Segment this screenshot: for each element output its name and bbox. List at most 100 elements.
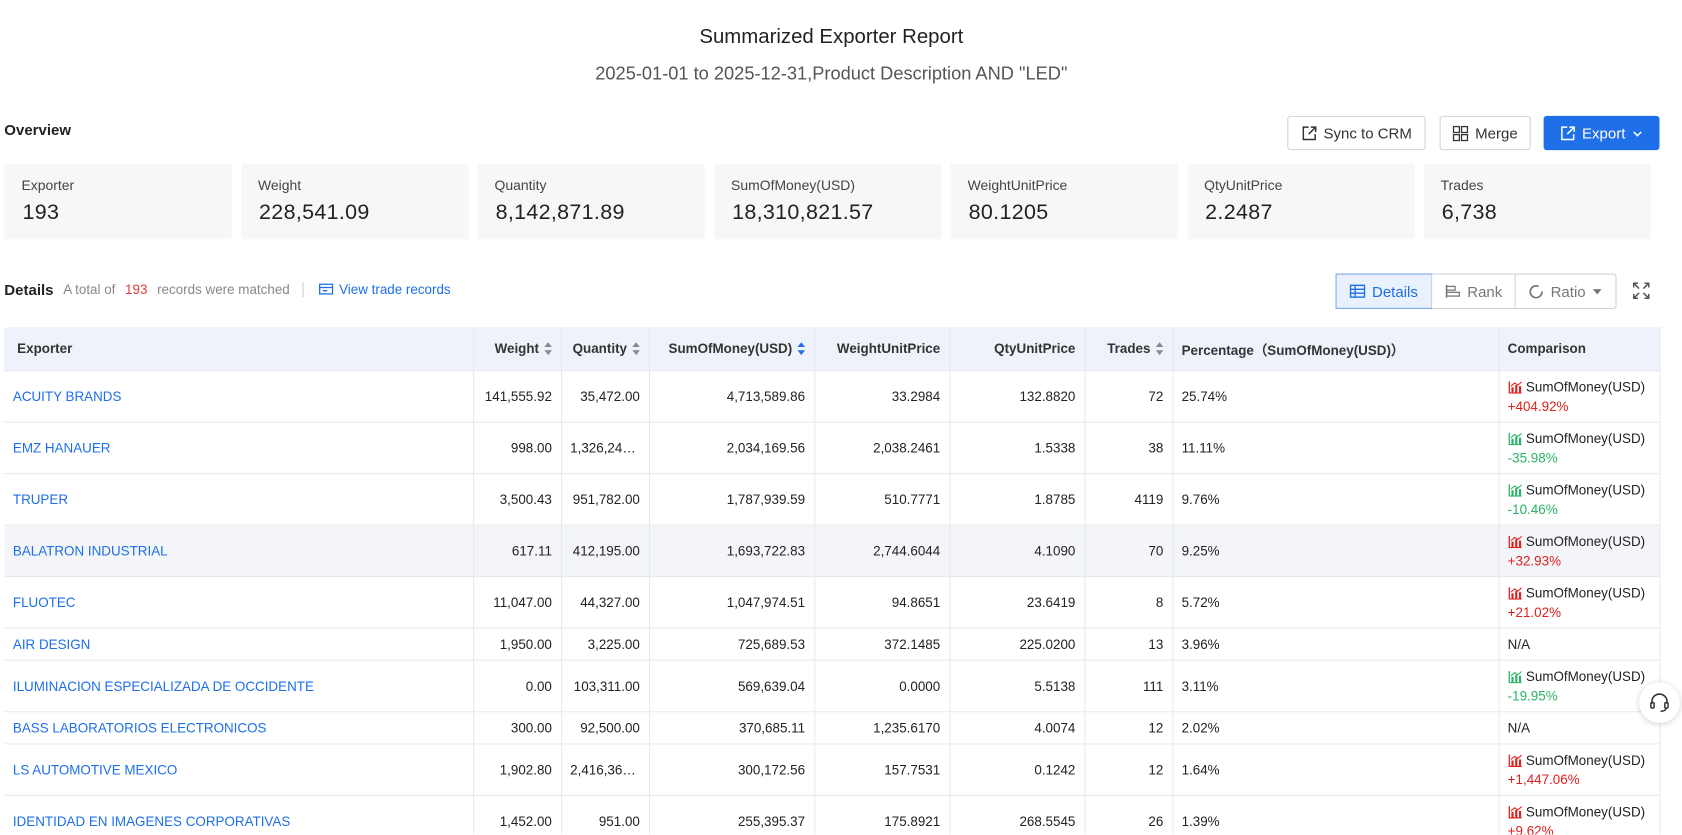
exporter-link[interactable]: IDENTIDAD EN IMAGENES CORPORATIVAS: [4, 794, 474, 835]
rank-tab[interactable]: Rank: [1430, 274, 1515, 308]
merge-icon: [1453, 125, 1469, 141]
column-header: WeightUnitPrice: [814, 327, 950, 371]
export-icon: [1560, 125, 1575, 140]
comparison-cell: SumOfMoney(USD) +21.02%: [1498, 576, 1661, 629]
details-tab[interactable]: Details: [1335, 273, 1432, 309]
column-title: Exporter: [17, 341, 73, 357]
comparison-metric: SumOfMoney(USD): [1508, 377, 1651, 396]
number-cell: 4.0074: [949, 711, 1086, 744]
exporter-link[interactable]: LS AUTOMOTIVE MEXICO: [4, 743, 474, 796]
table-icon: [1349, 284, 1366, 298]
column-header: Percentage（SumOfMoney(USD)）: [1172, 327, 1500, 371]
comparison-cell: SumOfMoney(USD) -19.95%: [1498, 659, 1661, 712]
merge-button[interactable]: Merge: [1439, 115, 1531, 151]
percentage-cell: 1.39%: [1172, 794, 1500, 835]
exporter-link[interactable]: TRUPER: [4, 473, 474, 526]
exporter-link[interactable]: AIR DESIGN: [4, 627, 474, 661]
column-title: Weight: [494, 340, 540, 356]
percentage-cell: 5.72%: [1172, 576, 1500, 629]
metric-value: 193: [22, 200, 60, 225]
table-row: TRUPER 3,500.43 951,782.00 1,787,939.59 510.…: [4, 473, 1661, 526]
trend-icon: [1508, 483, 1522, 497]
comparison-metric: SumOfMoney(USD): [1508, 667, 1651, 686]
number-cell: 2,038.2461: [814, 421, 950, 474]
metric-label: QtyUnitPrice: [1204, 176, 1283, 194]
comparison-label: SumOfMoney(USD): [1525, 585, 1646, 601]
view-records-text: View trade records: [339, 282, 451, 298]
ratio-tab[interactable]: Ratio: [1515, 274, 1615, 308]
fullscreen-button[interactable]: [1632, 281, 1651, 300]
column-title: Trades: [1107, 340, 1151, 356]
comparison-change: -10.46%: [1507, 501, 1558, 517]
report-title: Summarized Exporter Report: [699, 25, 964, 49]
comparison-cell: SumOfMoney(USD) -35.98%: [1498, 421, 1661, 474]
number-cell: 70: [1084, 524, 1173, 577]
metric-card: Exporter 193: [4, 164, 232, 240]
number-cell: 8: [1084, 576, 1173, 629]
records-icon: [319, 283, 334, 295]
table-row: ACUITY BRANDS 141,555.92 35,472.00 4,713,58…: [4, 370, 1661, 423]
number-cell: 3,500.43: [473, 473, 562, 526]
ratio-tab-label: Ratio: [1550, 282, 1586, 300]
metric-label: Weight: [257, 176, 302, 194]
comparison-metric: SumOfMoney(USD): [1508, 532, 1651, 551]
number-cell: 141,555.92: [473, 370, 562, 423]
trend-icon: [1508, 380, 1522, 394]
comparison-cell: N/A: [1498, 711, 1661, 744]
metric-label: WeightUnitPrice: [967, 176, 1068, 194]
merge-label: Merge: [1475, 124, 1518, 142]
metric-card: Weight 228,541.09: [240, 164, 469, 240]
ratio-icon: [1529, 284, 1544, 298]
number-cell: 300,172.56: [648, 743, 815, 796]
number-cell: 998.00: [473, 421, 562, 474]
table-row: BASS LABORATORIOS ELECTRONICOS 300.00 92,5…: [4, 711, 1661, 744]
metric-value: 18,310,821.57: [732, 200, 874, 225]
trend-icon: [1508, 754, 1522, 767]
support-icon: [1650, 693, 1669, 712]
comparison-cell: SumOfMoney(USD) +9.62%: [1498, 794, 1661, 835]
number-cell: 111: [1084, 659, 1173, 712]
comparison-cell: SumOfMoney(USD) +32.93%: [1498, 524, 1661, 577]
metric-label: Quantity: [494, 176, 547, 194]
percentage-cell: 11.11%: [1172, 421, 1500, 474]
exporter-link[interactable]: ILUMINACION ESPECIALIZADA DE OCCIDENTE: [4, 659, 474, 712]
comparison-change: -35.98%: [1507, 449, 1558, 466]
number-cell: 35,472.00: [561, 370, 650, 423]
sort-icon: [631, 342, 640, 356]
metric-value: 228,541.09: [259, 200, 370, 225]
exporter-link[interactable]: BASS LABORATORIOS ELECTRONICOS: [4, 711, 474, 744]
number-cell: 1,452.00: [473, 794, 562, 835]
column-title: Percentage（SumOfMoney(USD)）: [1181, 342, 1405, 358]
number-cell: 12: [1084, 743, 1173, 796]
number-cell: 132.8820: [949, 370, 1086, 423]
number-cell: 26: [1084, 794, 1173, 835]
comparison-label: SumOfMoney(USD): [1525, 668, 1646, 684]
exporter-link[interactable]: FLUOTEC: [4, 576, 474, 629]
exporter-table: Exporter Weight Quantity SumOfMoney(USD) Wei…: [4, 327, 1661, 835]
sort-icon: [797, 342, 805, 356]
details-label: Details: [4, 281, 54, 299]
report-subtitle: 2025-01-01 to 2025-12-31,Product Descrip…: [595, 63, 1068, 84]
exporter-link[interactable]: BALATRON INDUSTRIAL: [4, 524, 474, 577]
exporter-link[interactable]: EMZ HANAUER: [4, 421, 474, 474]
rank-icon: [1445, 284, 1460, 298]
number-cell: 2,416,362....: [561, 743, 650, 796]
exporter-link[interactable]: ACUITY BRANDS: [4, 370, 474, 423]
sync-button[interactable]: Sync to CRM: [1287, 115, 1426, 151]
comparison-change: +32.93%: [1507, 552, 1561, 568]
support-button[interactable]: [1639, 682, 1680, 723]
comparison-label: SumOfMoney(USD): [1525, 379, 1646, 395]
export-button[interactable]: Export: [1543, 115, 1660, 151]
details-tab-label: Details: [1371, 282, 1418, 300]
trend-icon: [1508, 432, 1522, 445]
table-body: ACUITY BRANDS 141,555.92 35,472.00 4,713,58…: [4, 370, 1661, 835]
table-row: BALATRON INDUSTRIAL 617.11 412,195.00 1,693…: [4, 524, 1661, 577]
view-records-link[interactable]: View trade records: [319, 282, 451, 297]
number-cell: 225.0200: [949, 627, 1086, 661]
comparison-metric: SumOfMoney(USD): [1508, 583, 1651, 602]
comparison-label: SumOfMoney(USD): [1525, 533, 1646, 549]
metric-value: 8,142,871.89: [495, 200, 625, 225]
metric-value: 6,738: [1441, 200, 1498, 225]
number-cell: 23.6419: [949, 576, 1086, 629]
percentage-cell: 2.02%: [1172, 711, 1500, 744]
